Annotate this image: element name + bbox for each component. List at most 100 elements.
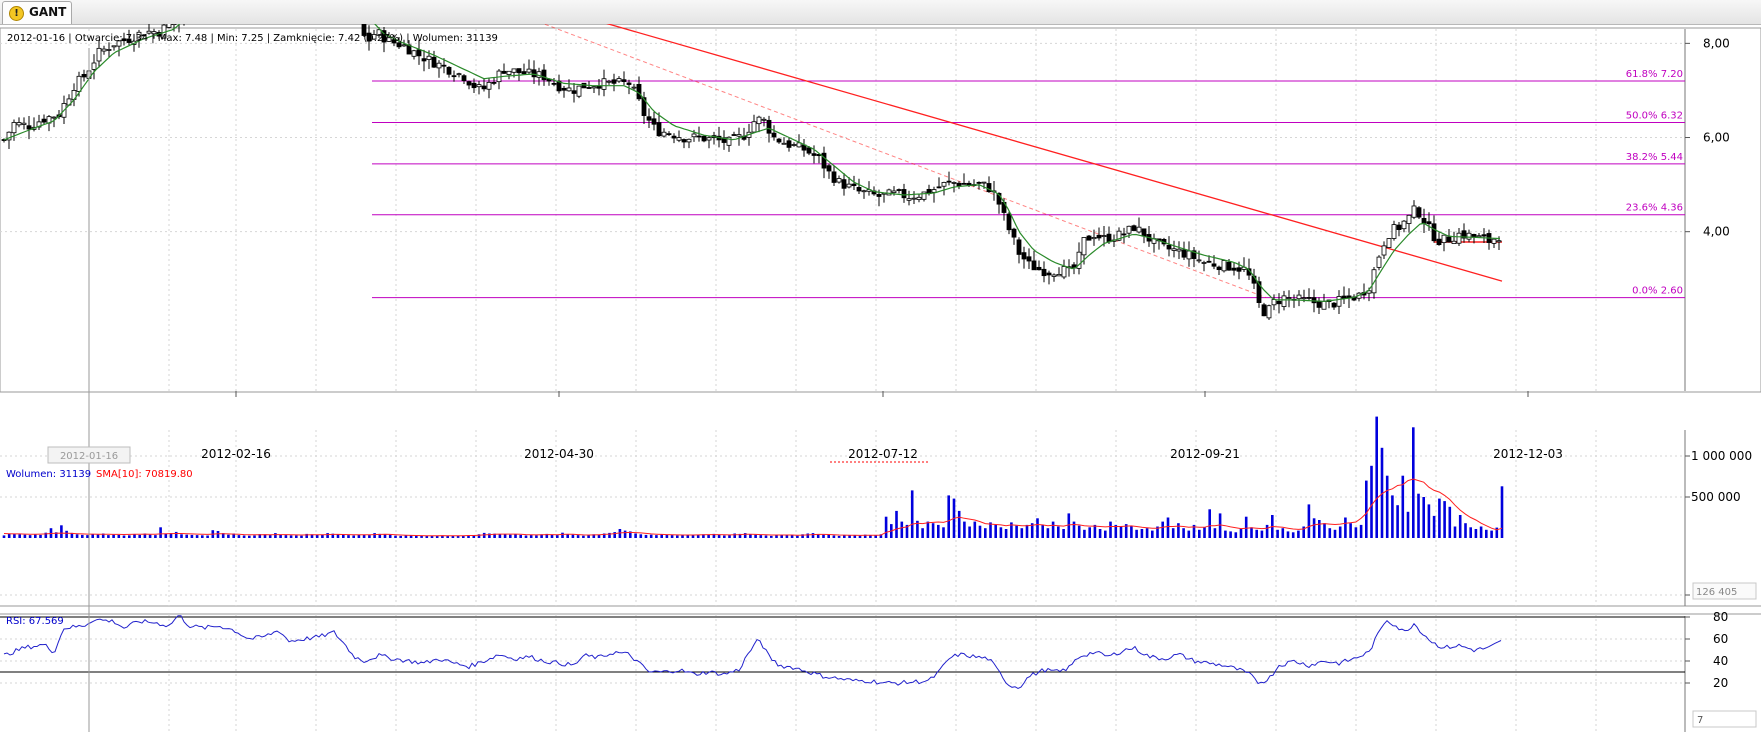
candle-body	[1401, 220, 1407, 230]
volume-bar	[1213, 528, 1217, 538]
volume-bar	[1479, 526, 1483, 538]
candle-body	[441, 64, 447, 67]
volume-bar	[133, 534, 136, 538]
volume-bar	[467, 535, 470, 538]
volume-bar	[441, 535, 444, 538]
candle-body	[151, 31, 157, 35]
candle-body	[956, 182, 962, 187]
volume-bar	[566, 534, 569, 538]
volume-bar	[263, 534, 267, 538]
candle-body	[1221, 260, 1227, 272]
rsi-period-input[interactable]	[1692, 710, 1757, 728]
price-sma-line	[3, 24, 1501, 303]
candle-body	[821, 152, 827, 169]
candle-body	[51, 116, 57, 119]
candle-body	[681, 139, 687, 143]
tab-gant[interactable]: ! GANT	[2, 1, 72, 24]
candle-body	[986, 183, 992, 193]
candle-body	[1426, 221, 1432, 225]
volume-bar	[154, 535, 157, 538]
volume-axis-label: 1 000 000	[1691, 449, 1752, 463]
volume-bar	[1495, 527, 1499, 538]
volume-bar	[1010, 522, 1013, 538]
volume-bar	[644, 534, 648, 538]
volume-bar	[723, 535, 726, 538]
candle-body	[386, 37, 392, 42]
candle-body	[1091, 237, 1097, 240]
rsi-polyline	[3, 615, 1502, 689]
volume-bar	[733, 533, 736, 538]
volume-bar	[456, 535, 460, 538]
volume-axis-label: 500 000	[1691, 490, 1741, 504]
volume-bar	[482, 532, 486, 538]
volume-bar	[1208, 509, 1211, 538]
volume-bar	[691, 534, 695, 538]
volume-bar	[1004, 529, 1008, 538]
volume-bar	[848, 535, 851, 538]
volume-bar	[1302, 526, 1305, 538]
volume-bar	[571, 534, 575, 538]
volume-bar	[107, 535, 110, 538]
volume-bar	[326, 533, 329, 538]
volume-bar	[279, 534, 282, 538]
volume-bar	[1062, 529, 1065, 538]
volume-bar	[1156, 526, 1159, 538]
volume-bar	[947, 495, 950, 538]
volume-bar	[1485, 529, 1488, 538]
volume-bar	[1469, 527, 1472, 538]
candle-body	[16, 122, 22, 126]
candle-body	[936, 186, 942, 189]
volume-bar	[342, 534, 345, 538]
volume-bar	[785, 534, 789, 538]
candle-body	[941, 182, 947, 187]
candle-body	[1196, 259, 1202, 262]
candle-body	[651, 118, 657, 125]
cursor-date-box	[47, 446, 131, 464]
candle-body	[606, 80, 612, 83]
volume-bar	[1114, 524, 1118, 538]
volume-bar	[916, 520, 919, 538]
volume-bar	[1291, 532, 1295, 538]
volume-bar	[232, 533, 235, 538]
candle-body	[1436, 238, 1442, 246]
candle-body	[1101, 235, 1107, 237]
candle-body	[1141, 228, 1147, 237]
candle-body	[91, 62, 97, 70]
volume-bars	[2, 416, 1504, 539]
volume-bar	[446, 535, 449, 538]
volume-bar	[237, 535, 241, 538]
volume-bar	[529, 535, 533, 538]
candle-body	[1121, 233, 1127, 236]
candle-body	[526, 68, 532, 73]
volume-bar	[1406, 511, 1410, 538]
volume-bar	[1151, 530, 1154, 538]
volume-bar	[415, 535, 418, 538]
volume-bar	[806, 533, 810, 538]
candle-body	[666, 133, 672, 136]
volume-bar	[1067, 513, 1071, 538]
volume-bar	[227, 534, 230, 538]
candle-body	[1216, 266, 1222, 271]
volume-bar	[498, 534, 502, 538]
volume-bar	[843, 535, 846, 538]
candle-body	[1336, 296, 1342, 307]
volume-bar	[519, 534, 522, 538]
candle-body	[541, 69, 547, 81]
candle-body	[471, 82, 477, 89]
candle-body	[456, 73, 462, 76]
candle-body	[616, 78, 622, 82]
volume-bar	[81, 534, 84, 538]
volume-bar	[754, 534, 757, 538]
volume-bar	[811, 533, 815, 538]
warning-icon: !	[9, 6, 24, 21]
volume-bar	[968, 526, 971, 538]
candle-body	[596, 85, 602, 89]
volume-bar	[451, 536, 455, 538]
volume-bar	[639, 534, 643, 538]
candle-body	[1481, 234, 1487, 237]
volume-bar	[1182, 528, 1185, 538]
x-axis-label: 2012-12-03	[1493, 447, 1563, 461]
volume-bar	[462, 535, 465, 538]
volume-bar	[670, 535, 674, 538]
